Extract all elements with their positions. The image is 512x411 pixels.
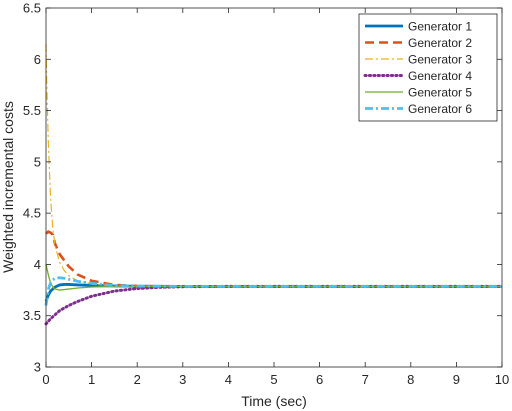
x-tick-label: 8 [407,372,414,387]
x-tick-label: 4 [225,372,232,387]
x-tick-label: 5 [270,372,277,387]
x-tick-label: 10 [495,372,509,387]
y-tick-label: 3.5 [23,308,41,323]
legend: Generator 1 Generator 2 Generator 3 Generat… [358,13,498,122]
legend-label-2: Generator 2 [408,36,472,50]
x-tick-label: 0 [42,372,49,387]
x-tick-label: 2 [134,372,141,387]
x-tick-label: 7 [362,372,369,387]
y-tick-label: 3 [34,360,41,375]
x-tick-label: 9 [453,372,460,387]
y-axis-label: Weighted incremental costs [0,101,16,273]
y-tick-label: 5.5 [23,103,41,118]
legend-label-3: Generator 3 [408,52,472,66]
y-tick-label: 4 [34,257,41,272]
x-axis-label: Time (sec) [241,393,307,409]
legend-label-1: Generator 1 [408,19,472,33]
legend-label-5: Generator 5 [408,85,472,99]
legend-label-4: Generator 4 [408,69,472,83]
series-layer [44,43,504,326]
x-tick-label: 1 [88,372,95,387]
series-line-6 [44,276,502,306]
legend-label-6: Generator 6 [408,102,472,116]
x-tick-label: 3 [179,372,186,387]
ticks-layer: 0 1 2 3 4 5 6 7 8 9 10 3 3.5 4 4.5 5 5.5 6 6.5 [23,1,509,388]
x-tick-label: 6 [316,372,323,387]
y-tick-label: 6.5 [23,1,41,16]
y-tick-label: 4.5 [23,206,41,221]
y-tick-label: 5 [34,154,41,169]
legend-box [358,13,498,122]
y-tick-label: 6 [34,52,41,67]
series-line-3 [45,43,502,287]
